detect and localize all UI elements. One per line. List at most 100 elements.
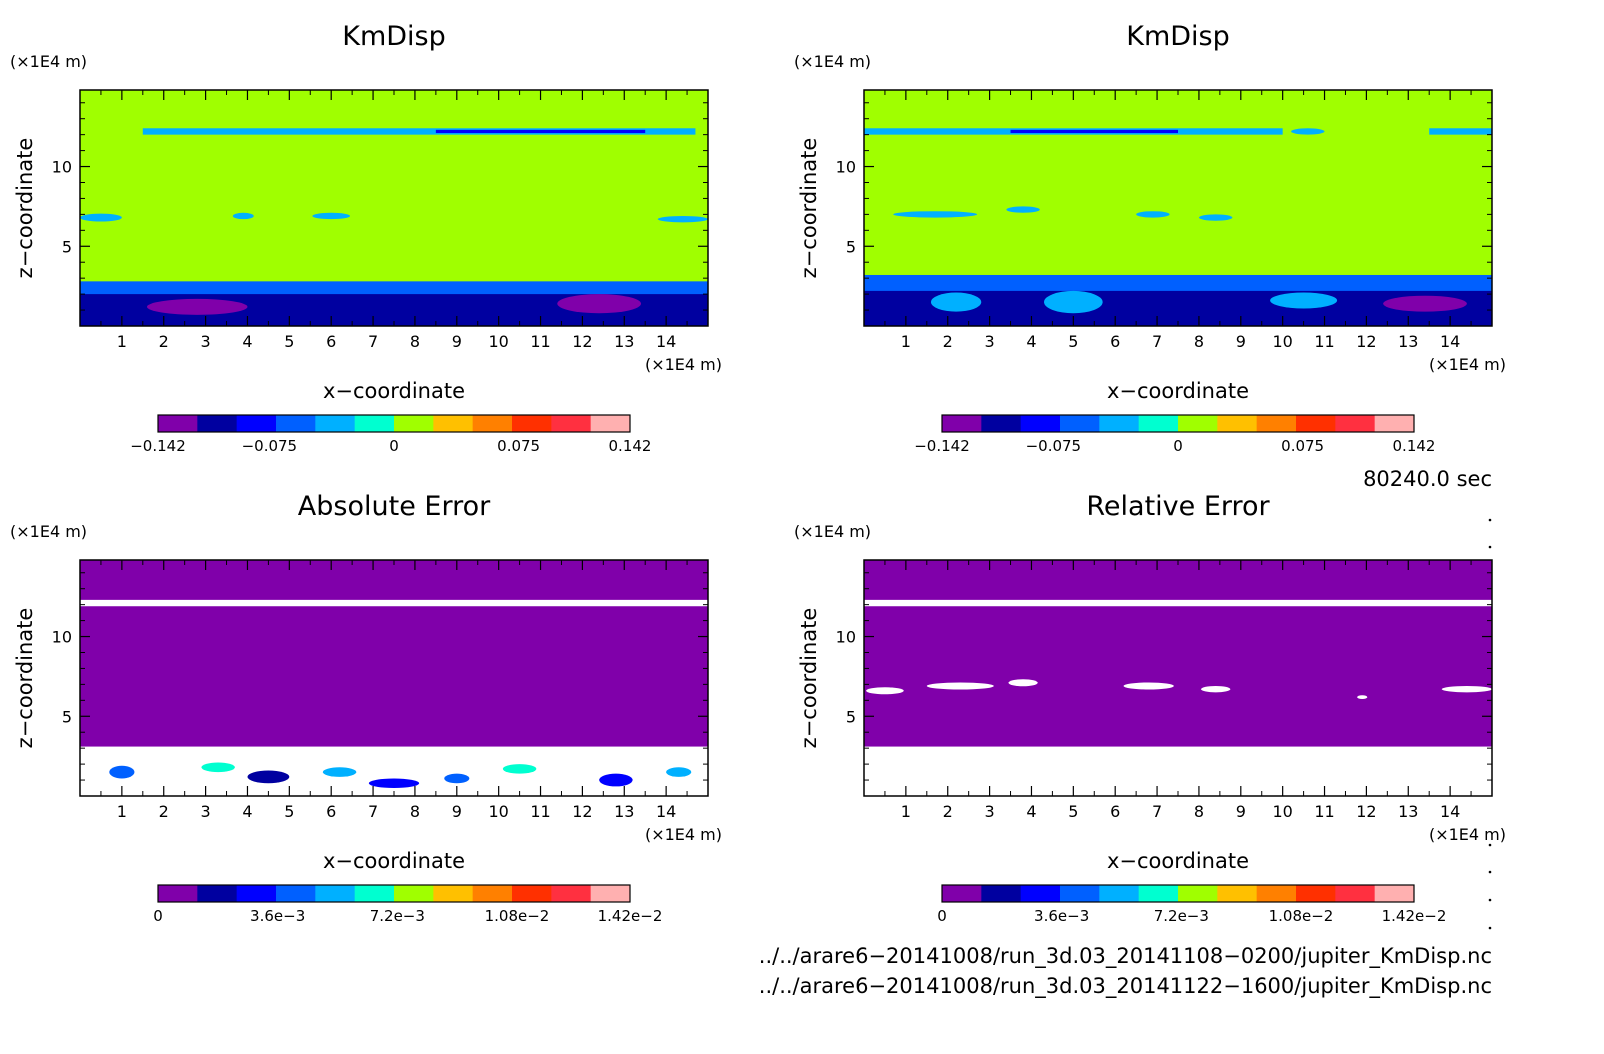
heatmap-spot bbox=[368, 778, 420, 789]
margin-dot bbox=[1488, 545, 1492, 549]
x-tick-label: 8 bbox=[1194, 332, 1204, 351]
colorbar-swatch bbox=[1256, 415, 1297, 432]
colorbar-label: 0 bbox=[937, 907, 947, 925]
x-tick-label: 2 bbox=[943, 802, 953, 821]
y-tick-label: 5 bbox=[62, 237, 72, 256]
x-tick-label: 7 bbox=[368, 802, 378, 821]
colorbar-swatch bbox=[512, 415, 552, 432]
chart-title: Absolute Error bbox=[298, 491, 491, 522]
colorbar-swatch bbox=[1335, 885, 1376, 902]
x-tick-label: 4 bbox=[242, 802, 252, 821]
x-tick-label: 6 bbox=[326, 802, 336, 821]
colorbar-swatch bbox=[1138, 415, 1179, 432]
x-tick-label: 13 bbox=[1398, 332, 1418, 351]
x-tick-label: 4 bbox=[1026, 802, 1036, 821]
x-tick-label: 11 bbox=[1314, 332, 1334, 351]
heatmap-band bbox=[1010, 129, 1178, 134]
heatmap-spot bbox=[1044, 290, 1103, 314]
x-tick-label: 12 bbox=[572, 332, 592, 351]
heatmap-spot bbox=[926, 682, 994, 690]
margin-dot bbox=[1488, 843, 1492, 847]
colorbar-swatch bbox=[158, 415, 198, 432]
colorbar-swatch bbox=[1374, 885, 1415, 902]
x-tick-label: 2 bbox=[159, 802, 169, 821]
colorbar-swatch bbox=[472, 415, 513, 432]
heatmap-spot bbox=[1383, 295, 1467, 312]
x-tick-label: 3 bbox=[985, 332, 995, 351]
colorbar-label: 0 bbox=[1173, 437, 1183, 455]
chart-title: Relative Error bbox=[1086, 491, 1270, 522]
heatmap-area bbox=[864, 90, 1492, 326]
colorbar-swatch bbox=[276, 415, 316, 432]
heatmap-area bbox=[80, 90, 708, 326]
x-tick-label: 11 bbox=[530, 332, 550, 351]
y-axis-label: z−coordinate bbox=[13, 138, 37, 279]
heatmap-spot bbox=[1006, 206, 1040, 213]
x-tick-label: 7 bbox=[1152, 802, 1162, 821]
colorbar-swatch bbox=[158, 885, 198, 902]
colorbar-label: −0.075 bbox=[1026, 437, 1082, 455]
colorbar-swatch bbox=[1020, 885, 1061, 902]
x-tick-label: 14 bbox=[1440, 802, 1460, 821]
colorbar-swatch bbox=[1217, 885, 1258, 902]
y-tick-label: 5 bbox=[62, 707, 72, 726]
colorbar-swatch bbox=[315, 415, 356, 432]
heatmap-spot bbox=[557, 294, 642, 314]
margin-dot bbox=[1488, 870, 1492, 874]
x-tick-label: 6 bbox=[1110, 332, 1120, 351]
colorbar-swatch bbox=[1138, 885, 1179, 902]
x-tick-label: 10 bbox=[1272, 332, 1292, 351]
y-tick-label: 5 bbox=[846, 707, 856, 726]
colorbar-swatch bbox=[236, 415, 277, 432]
x-tick-label: 13 bbox=[614, 802, 634, 821]
colorbar-swatch bbox=[433, 885, 474, 902]
colorbar-swatch bbox=[1060, 885, 1100, 902]
colorbar-swatch bbox=[1335, 415, 1376, 432]
colorbar-label: 0.075 bbox=[1281, 437, 1324, 455]
heatmap-spot bbox=[657, 215, 708, 223]
colorbar-swatch bbox=[472, 885, 513, 902]
x-tick-label: 5 bbox=[1068, 802, 1078, 821]
x-tick-label: 5 bbox=[1068, 332, 1078, 351]
colorbar-label: 0.142 bbox=[609, 437, 652, 455]
heatmap-spot bbox=[1357, 695, 1368, 700]
heatmap-spot bbox=[80, 213, 122, 222]
x-tick-label: 3 bbox=[201, 802, 211, 821]
heatmap-band bbox=[80, 599, 708, 607]
x-tick-label: 14 bbox=[1440, 332, 1460, 351]
x-axis-label: x−coordinate bbox=[1107, 849, 1249, 873]
colorbar-label: −0.142 bbox=[130, 437, 186, 455]
x-tick-label: 10 bbox=[488, 332, 508, 351]
colorbar-label: 0 bbox=[389, 437, 399, 455]
colorbar-frame bbox=[157, 884, 631, 903]
colorbar-swatch bbox=[942, 415, 982, 432]
x-tick-label: 12 bbox=[572, 802, 592, 821]
heatmap-area bbox=[80, 560, 708, 796]
x-tick-label: 6 bbox=[326, 332, 336, 351]
colorbar-frame bbox=[157, 414, 631, 433]
heatmap-band bbox=[142, 128, 696, 135]
colorbar-swatch bbox=[1099, 415, 1140, 432]
heatmap-area bbox=[864, 560, 1492, 796]
file-path: ../../arare6−20141008/run_3d.03_20141108… bbox=[759, 944, 1492, 969]
margin-dot bbox=[1488, 926, 1492, 930]
colorbar-label: 3.6e−3 bbox=[1034, 907, 1089, 925]
heatmap-band bbox=[864, 746, 1492, 796]
colorbar-swatch bbox=[315, 885, 356, 902]
colorbar-label: 0.075 bbox=[497, 437, 540, 455]
x-tick-label: 12 bbox=[1356, 802, 1376, 821]
heatmap-spot bbox=[1201, 685, 1231, 693]
colorbar-swatch bbox=[1256, 885, 1297, 902]
colorbar-swatch bbox=[394, 885, 434, 902]
colorbar-label: 3.6e−3 bbox=[250, 907, 305, 925]
heatmap-spot bbox=[247, 770, 290, 784]
chart-title: KmDisp bbox=[1126, 21, 1230, 52]
heatmap-spot bbox=[1136, 211, 1170, 218]
heatmap-band bbox=[1429, 128, 1492, 135]
heatmap-spot bbox=[444, 773, 470, 784]
colorbar-label: 1.42e−2 bbox=[1382, 907, 1447, 925]
colorbar-swatch bbox=[590, 885, 631, 902]
colorbar-swatch bbox=[590, 415, 631, 432]
y-unit-label: (×1E4 m) bbox=[794, 52, 871, 71]
